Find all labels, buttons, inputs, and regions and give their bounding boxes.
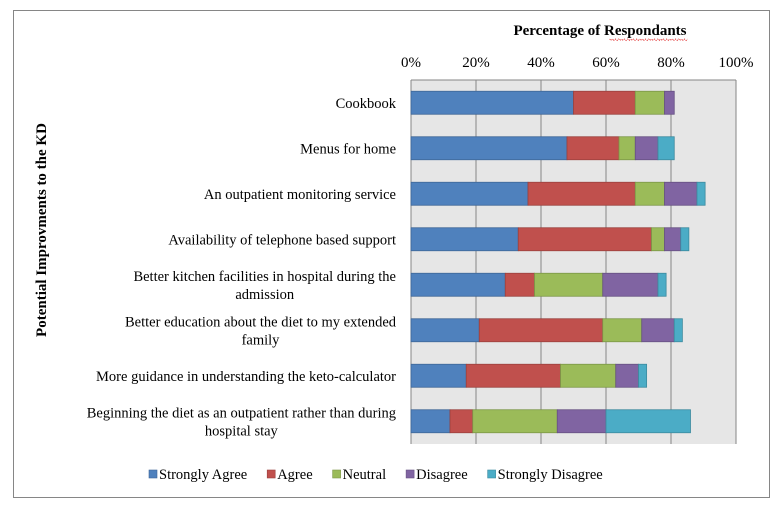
bar-segment-strongly-agree: [410, 136, 568, 161]
bar-segment-strongly-disagree: [605, 409, 691, 434]
x-tick-label: 40%: [527, 55, 555, 71]
bar-segment-strongly-agree: [410, 363, 467, 388]
legend: Strongly Agree Agree Neutral Disagree Strong…: [148, 467, 603, 483]
bar-segment-strongly-disagree: [657, 136, 675, 161]
legend-swatch: [405, 469, 415, 479]
bar-segment-disagree: [602, 272, 659, 297]
legend-item: Agree: [266, 467, 313, 483]
category-label: An outpatient monitoring service: [204, 187, 396, 203]
legend-label: Disagree: [416, 467, 468, 483]
bar-segment-agree: [449, 409, 474, 434]
bar-segment-neutral: [602, 318, 643, 343]
y-axis-label-group: Potential Improvments to the KD: [34, 123, 50, 337]
x-tick-label: 100%: [719, 55, 754, 71]
bar-segment-agree: [566, 136, 620, 161]
chart-title: Percentage of Respondants: [513, 23, 686, 39]
bar-segment-agree: [527, 181, 636, 206]
bar-segment-disagree: [556, 409, 607, 434]
spellcheck-underline: [609, 38, 688, 42]
bar-segment-agree: [517, 227, 652, 252]
bar-segment-agree: [504, 272, 535, 297]
x-tick-label: 20%: [462, 55, 490, 71]
bar-segment-neutral: [651, 227, 665, 252]
legend-swatch: [332, 469, 341, 479]
bar-segment-neutral: [472, 409, 558, 434]
chart-frame: [13, 10, 770, 498]
legend-item: Strongly Disagree: [487, 467, 603, 483]
bar-segment-strongly-disagree: [657, 272, 667, 297]
legend-label: Neutral: [343, 467, 386, 483]
bars: [410, 90, 706, 434]
legend-item: Disagree: [405, 467, 468, 483]
legend-swatch: [148, 469, 158, 479]
category-label: Better kitchen facilities in hospital du…: [133, 269, 396, 303]
category-label: Better education about the diet to my ex…: [125, 314, 397, 348]
bar-segment-agree: [573, 90, 636, 115]
bar-segment-neutral: [634, 90, 665, 115]
bar-segment-strongly-agree: [410, 272, 506, 297]
bar-segment-neutral: [560, 363, 617, 388]
bar-segment-disagree: [664, 181, 698, 206]
category-label: Availability of telephone based support: [168, 232, 396, 248]
plot-area: [411, 80, 736, 444]
category-label: Beginning the diet as an outpatient rath…: [87, 405, 396, 439]
bar-segment-strongly-agree: [410, 318, 480, 343]
y-axis-label: Potential Improvments to the KD: [34, 123, 50, 337]
x-tick-label: 80%: [657, 55, 685, 71]
x-tick-label: 60%: [592, 55, 620, 71]
bar-segment-strongly-disagree: [673, 318, 683, 343]
bar-segment-strongly-agree: [410, 409, 451, 434]
legend-item: Neutral: [332, 467, 386, 483]
x-axis-ticks: 0% 20% 40% 60% 80% 100%: [401, 55, 754, 71]
category-labels: Cookbook Menus for home An outpatient moni…: [87, 96, 397, 440]
bar-segment-disagree: [634, 136, 659, 161]
bar-segment-agree: [478, 318, 604, 343]
legend-label: Strongly Disagree: [498, 467, 603, 483]
bar-segment-strongly-agree: [410, 227, 519, 252]
bar-segment-neutral: [534, 272, 604, 297]
bar-segment-neutral: [634, 181, 665, 206]
bar-segment-strongly-disagree: [696, 181, 706, 206]
category-label: Menus for home: [300, 141, 396, 157]
bar-segment-disagree: [641, 318, 675, 343]
bar-segment-strongly-disagree: [680, 227, 690, 252]
legend-label: Agree: [277, 467, 312, 483]
category-label: More guidance in understanding the keto-…: [96, 369, 396, 385]
legend-label: Strongly Agree: [159, 467, 247, 483]
bar-segment-disagree: [615, 363, 639, 388]
bar-segment-strongly-agree: [410, 90, 574, 115]
legend-swatch: [487, 469, 496, 479]
legend-swatch: [266, 469, 276, 479]
bar-segment-agree: [465, 363, 561, 388]
category-label: Cookbook: [336, 96, 397, 112]
bar-segment-strongly-disagree: [638, 363, 648, 388]
bar-segment-neutral: [618, 136, 636, 161]
bar-segment-disagree: [664, 90, 675, 115]
bar-segment-disagree: [664, 227, 682, 252]
x-tick-label: 0%: [401, 55, 421, 71]
legend-item: Strongly Agree: [148, 467, 247, 483]
bar-segment-strongly-agree: [410, 181, 529, 206]
